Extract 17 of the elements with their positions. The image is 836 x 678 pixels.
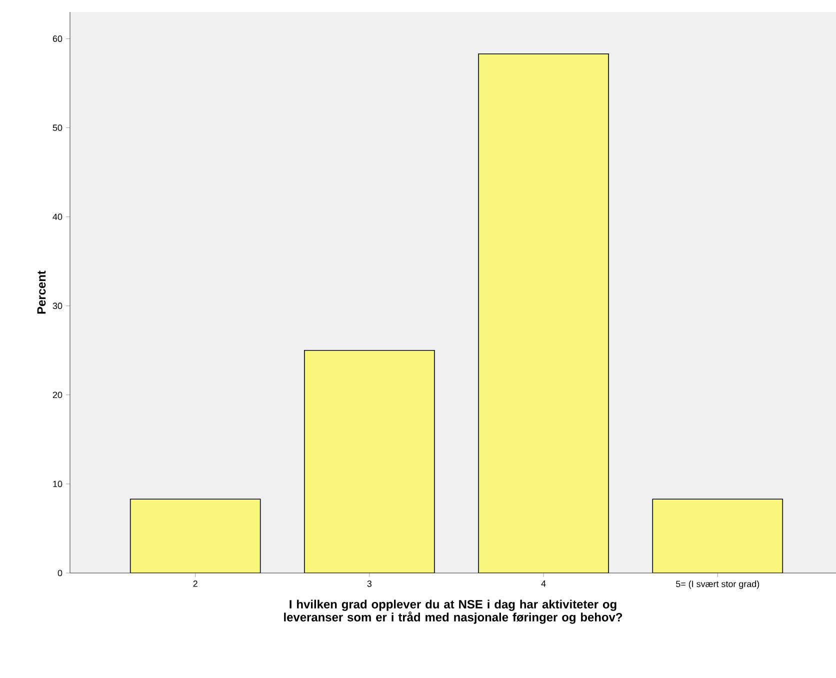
y-tick-label: 40	[52, 214, 62, 220]
x-tick-label: 3	[367, 580, 372, 587]
y-tick-label: 0	[58, 570, 62, 576]
y-axis-title: Percent	[37, 270, 46, 314]
y-tick-label: 10	[53, 480, 62, 488]
x-tick-label: 2	[193, 580, 198, 587]
bar	[304, 350, 435, 573]
y-tick-label: 30	[52, 302, 62, 310]
y-tick-label: 50	[52, 124, 62, 131]
x-tick-label: 5= (I svært stor grad)	[676, 580, 760, 589]
bar	[478, 53, 609, 573]
bar	[652, 498, 784, 573]
bar	[130, 498, 261, 573]
y-tick-label: 20	[52, 392, 62, 398]
x-tick-label: 4	[541, 580, 546, 587]
x-axis-title: I hvilken grad opplever du at NSE i dag har aktiviteter og leveranser som er i tråd med nasjonale føringer og behov?	[284, 600, 622, 624]
y-tick-label: 60	[52, 36, 62, 42]
